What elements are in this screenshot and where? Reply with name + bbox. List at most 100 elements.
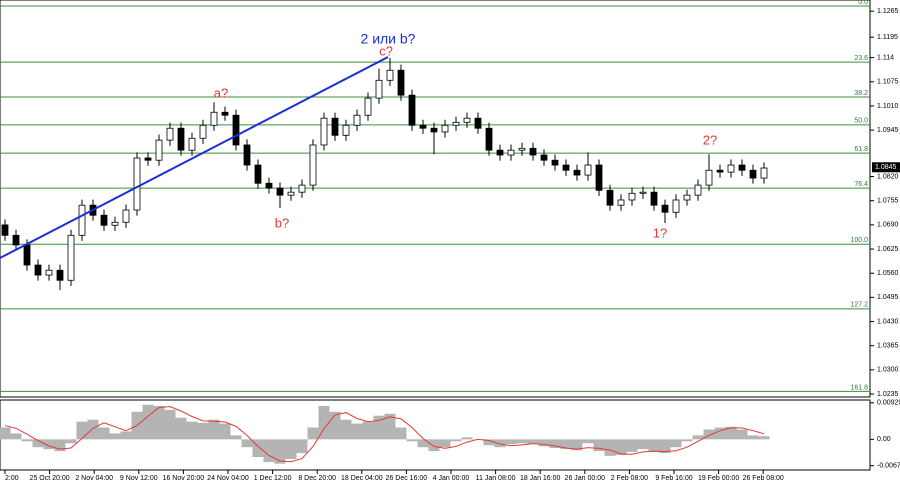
- x-tick-label: 24 Nov 04:00: [207, 475, 249, 482]
- macd-bar: [197, 422, 209, 440]
- candle-body: [628, 192, 636, 201]
- candle-body: [749, 169, 757, 179]
- candle-body: [441, 124, 449, 133]
- fib-label: 76.4: [854, 181, 868, 188]
- y-tick-label: 1.0495: [877, 294, 899, 301]
- x-tick-label: 26 Dec 16:00: [386, 475, 428, 482]
- x-tick-label: 16 Nov 20:00: [163, 475, 205, 482]
- macd-bar: [10, 433, 22, 440]
- macd-bar: [395, 427, 407, 440]
- y-tick-label: 1.0820: [877, 173, 899, 180]
- macd-bar: [615, 439, 627, 456]
- macd-bar: [43, 439, 55, 450]
- x-tick-label: 19 Feb 00:00: [698, 475, 739, 482]
- macd-bar: [428, 439, 440, 452]
- fib-label: 38.2: [854, 90, 868, 97]
- macd-bar: [241, 439, 253, 448]
- candle-body: [760, 167, 768, 179]
- fib-label: 161.8: [850, 384, 868, 391]
- y-tick-label: 1.1195: [877, 34, 898, 41]
- x-tick-label: 18 Dec 04:00: [341, 475, 383, 482]
- macd-bar: [626, 439, 638, 452]
- candle-body: [738, 164, 746, 171]
- candle-body: [12, 234, 20, 246]
- current-price: 1.0845: [875, 164, 897, 171]
- candle-body: [320, 117, 328, 146]
- y-tick-label: 1.0690: [877, 222, 899, 229]
- candle-body: [23, 244, 31, 266]
- macd-bar: [142, 404, 154, 440]
- y-tick-label: 1.1075: [877, 79, 899, 86]
- candle-body: [496, 149, 504, 156]
- macd-bar: [527, 439, 539, 445]
- candle-body: [364, 97, 372, 116]
- macd-bar: [340, 419, 352, 440]
- macd-bar: [604, 439, 616, 456]
- macd-bar: [307, 427, 319, 440]
- candle-body: [485, 127, 493, 151]
- candle-body: [584, 164, 592, 176]
- candle-body: [540, 154, 548, 161]
- candle-body: [210, 111, 218, 126]
- candle-body: [56, 269, 64, 281]
- candle-body: [705, 169, 713, 186]
- x-tick-label: 26 Jan 00:00: [565, 475, 606, 482]
- candle-body: [606, 189, 614, 206]
- macd-bar: [747, 435, 759, 440]
- candle-body: [672, 199, 680, 213]
- candle-body: [166, 127, 174, 141]
- candle-body: [177, 127, 185, 151]
- candle-body: [331, 117, 339, 136]
- candle-body: [452, 121, 460, 126]
- macd-bar: [351, 423, 363, 440]
- candle-body: [650, 191, 658, 206]
- y-tick-label: 1.0300: [877, 367, 899, 374]
- candle-body: [144, 157, 152, 161]
- candle-body: [342, 124, 350, 136]
- macd-bar: [637, 439, 649, 450]
- candle-body: [298, 184, 306, 193]
- candle-body: [529, 147, 537, 156]
- candle-body: [199, 124, 207, 139]
- candle-body: [518, 147, 526, 151]
- macd-bar: [483, 439, 495, 446]
- fib-label: 127.2: [850, 302, 868, 309]
- annotation: c?: [379, 43, 393, 58]
- macd-bar: [516, 439, 528, 444]
- macd-bar: [175, 417, 187, 440]
- macd-bar: [384, 413, 396, 440]
- annotation: 2?: [703, 132, 717, 147]
- macd-bar: [593, 439, 605, 452]
- y-tick-label: 0.00929: [877, 400, 900, 407]
- macd-bar: [54, 439, 66, 452]
- x-tick-label: 2 Nov 04:00: [75, 475, 113, 482]
- macd-bar: [417, 439, 429, 448]
- candle-body: [430, 127, 438, 133]
- annotation: 2 или b?: [361, 31, 416, 47]
- candle-body: [617, 199, 625, 206]
- candle-body: [562, 164, 570, 171]
- y-tick-label: 1.0625: [877, 246, 899, 253]
- y-tick-label: 1.0945: [877, 127, 899, 134]
- candle-body: [551, 159, 559, 166]
- price-box: [872, 162, 900, 173]
- macd-bar: [461, 437, 473, 440]
- macd-bar: [274, 439, 286, 464]
- candle-body: [474, 117, 482, 129]
- candle-body: [100, 214, 108, 226]
- fib-label: 50.0: [854, 118, 868, 125]
- candle-body: [419, 124, 427, 129]
- candle-body: [727, 164, 735, 173]
- main-pane: [0, 0, 871, 398]
- macd-bar: [252, 439, 264, 458]
- candle-body: [67, 234, 75, 281]
- x-tick-label: 9 Nov 12:00: [120, 475, 158, 482]
- x-tick-label: 18 Jan 16:00: [520, 475, 561, 482]
- x-tick-label: 9 Feb 16:00: [655, 475, 692, 482]
- macd-bar: [32, 439, 44, 448]
- macd-bar: [219, 423, 231, 440]
- macd-bar: [263, 439, 275, 463]
- macd-bar: [648, 439, 660, 452]
- fib-label: 61.8: [854, 146, 868, 153]
